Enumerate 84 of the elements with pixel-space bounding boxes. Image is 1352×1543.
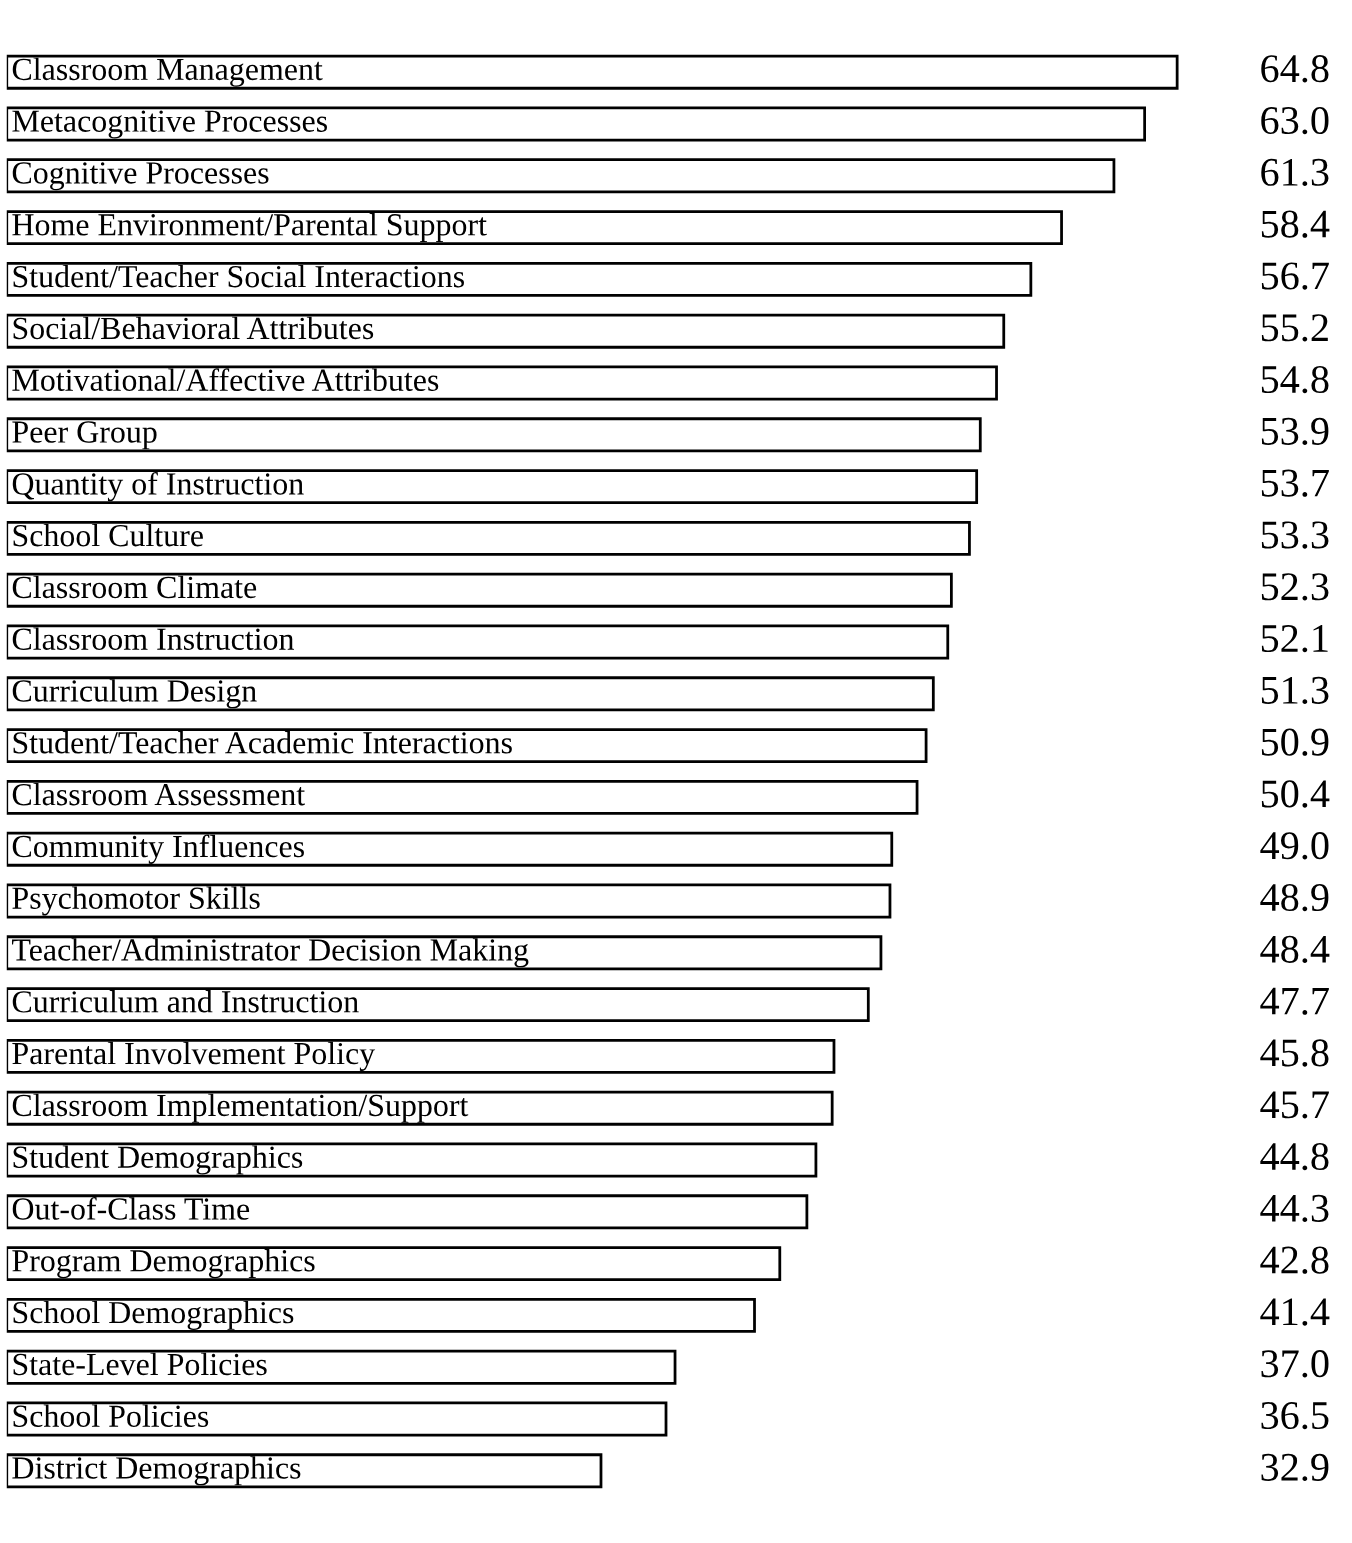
bar [6,469,979,505]
data-label: 64.8 [1261,55,1329,83]
data-label: 41.4 [1260,1298,1330,1326]
y-tick-label: Out-of-Class Time [12,1197,250,1220]
bar [6,676,935,712]
bar [6,54,1179,90]
data-label: 44.8 [1260,1142,1329,1171]
bar [6,417,982,453]
data-label: 37.0 [1261,1350,1329,1378]
bar [6,935,883,971]
bar [6,1038,836,1074]
y-tick-label: Program Demographics [12,1249,315,1279]
data-label: 55.2 [1261,314,1328,342]
data-label: 63.0 [1261,106,1329,135]
bar [6,1194,809,1230]
data-label: 49.0 [1260,832,1329,860]
data-label: 42.8 [1260,1246,1329,1274]
bar [6,1090,834,1126]
bar [6,1142,818,1178]
data-label: 50.4 [1261,780,1330,808]
bar [6,728,928,764]
y-tick-label: Curriculum Design [12,679,257,709]
y-tick-label: Curriculum and Instruction [12,990,359,1013]
bar [6,210,1063,246]
data-label: 53.3 [1261,521,1329,549]
data-label: 32.9 [1261,1453,1329,1482]
y-tick-label: Cognitive Processes [12,162,269,191]
bar [6,1401,668,1437]
data-label: 51.3 [1261,676,1329,705]
y-tick-label: Teacher/Administrator Decision Making [12,938,529,968]
bar [6,1453,603,1489]
y-tick-label: Peer Group [12,421,157,450]
bar [6,365,998,401]
bar [6,1246,782,1282]
y-tick-label: Psychomotor Skills [12,886,260,916]
y-tick-label: Community Influences [12,834,304,864]
data-label: 45.7 [1260,1091,1329,1119]
y-tick-label: Parental Involvement Policy [12,1041,376,1071]
y-tick-label: Classroom Implementation/Support [12,1093,469,1123]
bar [6,520,971,556]
data-label: 36.5 [1261,1402,1329,1430]
data-label: 45.8 [1260,1039,1329,1067]
bar [6,883,892,919]
y-tick-label: Motivational/Affective Attributes [12,368,439,391]
y-tick-label: Student/Teacher Academic Interactions [13,731,512,754]
y-tick-label: Classroom Assessment [12,782,305,806]
y-tick-label: Quantity of Instruction [12,471,304,502]
data-label: 54.8 [1261,365,1329,394]
bar [6,572,953,608]
data-label: 52.3 [1261,573,1329,601]
y-tick-label: Metacognitive Processes [12,110,327,139]
bar [6,261,1033,297]
y-tick-label: Home Environment/Parental Support [12,213,487,243]
y-tick-label: District Demographics [12,1456,301,1486]
y-tick-label: Student/Teacher Social Interactions [13,264,464,288]
y-tick-label: School Policies [13,1404,209,1428]
y-tick-label: Classroom Instruction [12,627,294,650]
data-label: 56.7 [1261,262,1329,290]
y-tick-label: School Demographics [13,1300,294,1330]
bar [6,987,870,1023]
bar [6,1349,677,1385]
y-tick-label: Classroom Climate [12,575,257,599]
bar [6,158,1116,194]
data-label: 50.9 [1261,728,1329,756]
data-label: 52.1 [1261,625,1328,653]
bar [6,624,950,660]
y-tick-label: School Culture [13,523,203,547]
data-label: 44.3 [1260,1194,1329,1223]
bar [6,1297,756,1333]
data-label: 47.7 [1260,987,1329,1015]
data-label: 53.7 [1261,469,1329,497]
y-tick-label: State-Level Policies [13,1352,267,1376]
data-label: 61.3 [1261,158,1329,187]
data-label: 58.4 [1261,210,1330,238]
y-tick-label: Social/Behavioral Attributes [13,316,374,340]
y-tick-label: Student Demographics [13,1145,303,1175]
bar [6,779,919,815]
bar [6,106,1147,142]
data-label: 48.9 [1260,883,1329,912]
bar [6,313,1006,349]
data-label: 53.9 [1261,417,1329,446]
y-tick-label: Classroom Management [12,57,323,87]
data-label: 48.4 [1260,935,1330,964]
bar [6,831,894,867]
